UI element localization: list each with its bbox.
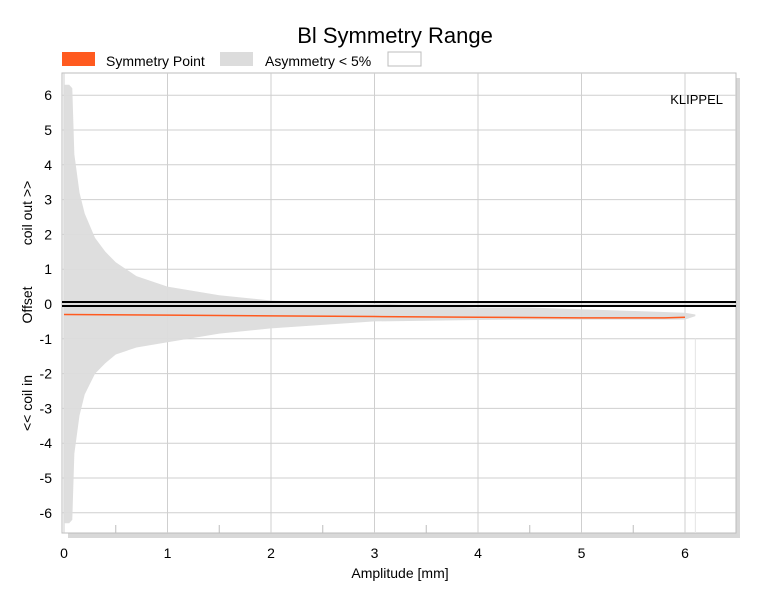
y-tick-6: 6 bbox=[44, 87, 52, 103]
y-tick-0: 0 bbox=[44, 296, 52, 312]
x-tick-1: 1 bbox=[164, 545, 172, 561]
x-tick-labels: 0 1 2 3 4 5 6 bbox=[60, 545, 689, 561]
y-tick--3: -3 bbox=[40, 400, 53, 416]
y-tick--1: -1 bbox=[40, 331, 53, 347]
y-tick--5: -5 bbox=[40, 470, 53, 486]
y-axis-label-coil-in: << coil in bbox=[19, 375, 35, 431]
legend-swatch-1 bbox=[220, 52, 253, 66]
x-tick-3: 3 bbox=[371, 545, 379, 561]
asymmetry-band bbox=[64, 84, 696, 524]
y-axis-label-offset: Offset bbox=[19, 286, 35, 323]
x-tick-5: 5 bbox=[578, 545, 586, 561]
y-tick-3: 3 bbox=[44, 192, 52, 208]
x-tick-0: 0 bbox=[60, 545, 68, 561]
symmetry-point-series bbox=[63, 313, 686, 319]
y-tick--4: -4 bbox=[40, 435, 53, 451]
legend-label-0: Symmetry Point bbox=[106, 53, 205, 69]
x-tick-4: 4 bbox=[474, 545, 482, 561]
symmetry-point-line bbox=[63, 313, 686, 319]
asymmetry-band-area bbox=[64, 84, 696, 524]
legend-swatch-0 bbox=[62, 52, 95, 66]
y-tick-4: 4 bbox=[44, 157, 52, 173]
klippel-watermark: KLIPPEL bbox=[670, 92, 723, 107]
x-axis-label: Amplitude [mm] bbox=[351, 565, 448, 581]
y-tick--6: -6 bbox=[40, 505, 53, 521]
legend-label-1: Asymmetry < 5% bbox=[265, 53, 371, 69]
chart-title: Bl Symmetry Range bbox=[297, 23, 493, 48]
y-tick--2: -2 bbox=[40, 366, 53, 382]
legend: Symmetry Point Asymmetry < 5% bbox=[62, 51, 422, 69]
x-tick-6: 6 bbox=[681, 545, 689, 561]
y-tick-2: 2 bbox=[44, 226, 52, 242]
x-tick-2: 2 bbox=[267, 545, 275, 561]
legend-swatch-empty bbox=[387, 51, 422, 67]
y-tick-labels: 6 5 4 3 2 1 0 -1 -2 -3 -4 -5 -6 bbox=[40, 87, 53, 521]
zero-reference-line bbox=[62, 301, 736, 307]
y-tick-5: 5 bbox=[44, 122, 52, 138]
y-tick-1: 1 bbox=[44, 261, 52, 277]
y-axis-label-coil-out: coil out >> bbox=[19, 181, 35, 246]
